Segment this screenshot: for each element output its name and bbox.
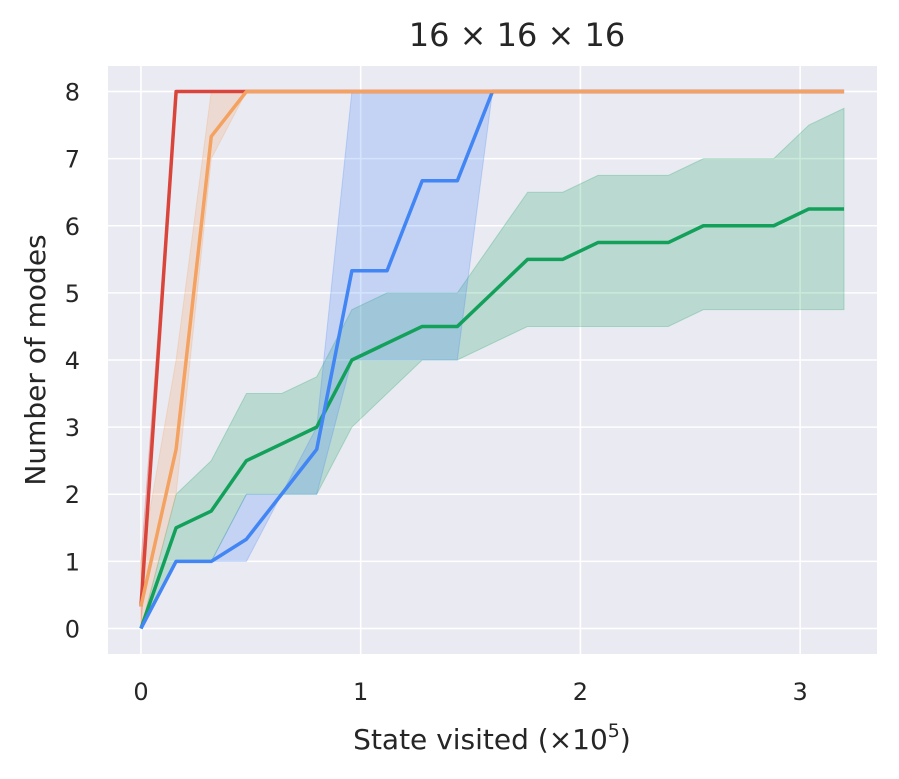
x-tick-label: 2 [573,678,588,706]
x-axis-label-text: State visited (×10 [353,723,608,756]
series-lines [139,89,845,630]
series-1-line [139,207,845,630]
y-axis-label: Number of modes [19,234,52,485]
y-tick-label: 4 [65,347,80,375]
x-tick-labels: 0 1 2 3 [133,678,807,706]
chart-title: 16 × 16 × 16 [409,16,625,54]
x-tick-label: 3 [792,678,807,706]
x-axis-label-suffix: ) [620,723,631,756]
y-tick-label: 3 [65,414,80,442]
x-tick-label: 0 [133,678,148,706]
y-tick-label: 5 [65,280,80,308]
y-tick-label: 7 [65,146,80,174]
x-tick-label: 1 [353,678,368,706]
y-tick-label: 0 [65,615,80,643]
y-tick-label: 6 [65,213,80,241]
x-axis-label-exponent: 5 [608,720,620,742]
y-tick-label: 2 [65,481,80,509]
y-tick-labels: 0 1 2 3 4 5 6 7 8 [65,79,80,644]
x-axis-label: State visited (×105) [353,720,631,756]
series-4-line [139,89,845,607]
y-tick-label: 8 [65,79,80,107]
y-tick-label: 1 [65,548,80,576]
